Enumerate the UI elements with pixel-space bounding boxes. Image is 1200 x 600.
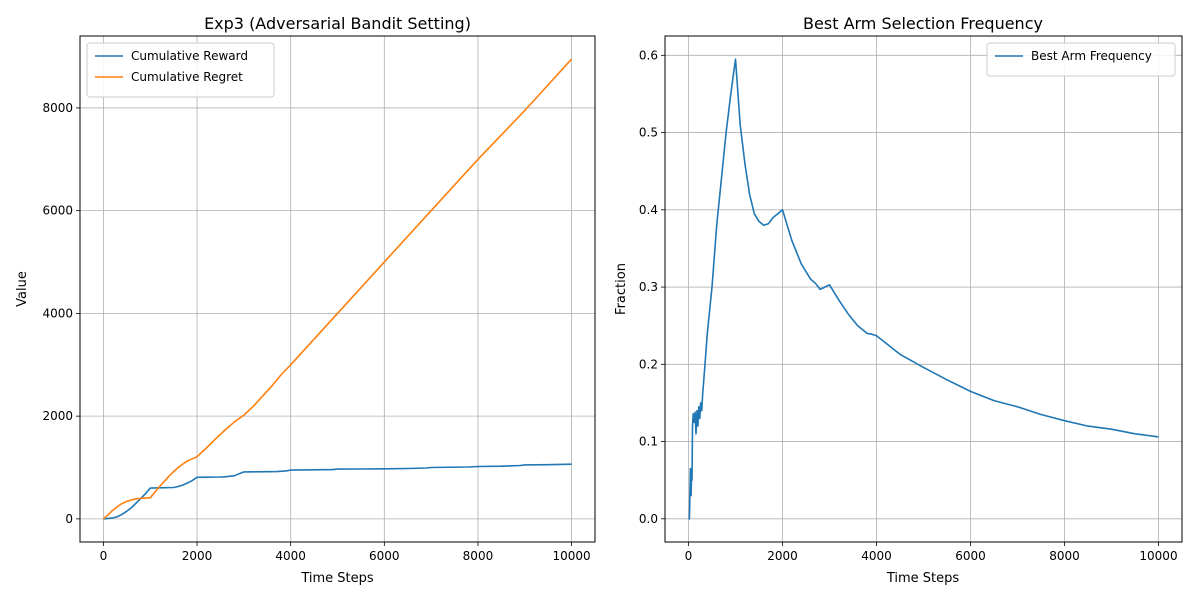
x-tick-label: 6000 xyxy=(955,549,986,563)
y-tick-label: 0.4 xyxy=(639,203,658,217)
y-tick-label: 4000 xyxy=(42,306,73,320)
y-axis-label: Fraction xyxy=(614,263,629,315)
best-arm-frequency-chart: Best Arm Selection Frequency 0 2000 4000 60… xyxy=(614,14,1183,586)
x-tick-label: 0 xyxy=(685,549,693,563)
x-tick-label: 8000 xyxy=(463,549,494,563)
x-tick-label: 0 xyxy=(100,549,108,563)
y-axis-label: Value xyxy=(15,271,30,307)
x-tick-label: 2000 xyxy=(182,549,213,563)
plot-frame xyxy=(79,35,596,543)
series-line-cumulative-regret xyxy=(102,58,573,520)
grid xyxy=(80,36,595,542)
legend-box xyxy=(86,42,275,98)
x-tick-label: 6000 xyxy=(369,549,400,563)
plot-frame xyxy=(664,35,1183,543)
legend-box xyxy=(986,42,1176,77)
grid xyxy=(665,36,1182,542)
y-tick-label: 0.6 xyxy=(639,48,658,62)
reward-regret-chart: Exp3 (Adversarial Bandit Setting) 0 2000 4… xyxy=(15,14,596,586)
legend-label: Cumulative Regret xyxy=(131,70,243,84)
chart-title: Best Arm Selection Frequency xyxy=(803,14,1043,33)
y-tick-label: 0.5 xyxy=(639,126,658,140)
y-tick-label: 0.2 xyxy=(639,357,658,371)
ticks: 0 2000 4000 6000 8000 10000 0 2000 4000 6000 8000 xyxy=(42,101,590,563)
y-tick-label: 0 xyxy=(65,512,73,526)
x-tick-label: 4000 xyxy=(861,549,892,563)
y-tick-label: 8000 xyxy=(42,101,73,115)
x-tick-label: 10000 xyxy=(1139,549,1177,563)
legend: Cumulative Reward Cumulative Regret xyxy=(86,42,275,98)
x-tick-label: 4000 xyxy=(275,549,306,563)
legend-label: Best Arm Frequency xyxy=(1031,49,1152,63)
x-tick-label: 8000 xyxy=(1049,549,1080,563)
y-tick-label: 2000 xyxy=(42,409,73,423)
chart-title: Exp3 (Adversarial Bandit Setting) xyxy=(204,14,471,33)
y-tick-label: 0.3 xyxy=(639,280,658,294)
x-axis-label: Time Steps xyxy=(886,571,960,586)
legend: Best Arm Frequency xyxy=(986,42,1176,77)
series-line-best-arm-frequency xyxy=(688,58,1159,520)
x-tick-label: 10000 xyxy=(552,549,590,563)
series-lines xyxy=(102,58,573,520)
x-axis-label: Time Steps xyxy=(300,571,374,586)
y-tick-label: 0.1 xyxy=(639,435,658,449)
y-tick-label: 6000 xyxy=(42,204,73,218)
y-tick-label: 0.0 xyxy=(639,512,658,526)
series-lines xyxy=(688,58,1159,520)
x-tick-label: 2000 xyxy=(767,549,798,563)
legend-label: Cumulative Reward xyxy=(131,49,248,63)
ticks: 0 2000 4000 6000 8000 10000 0.0 0.1 0.2 0.3 0.4 0.5… xyxy=(639,48,1178,563)
